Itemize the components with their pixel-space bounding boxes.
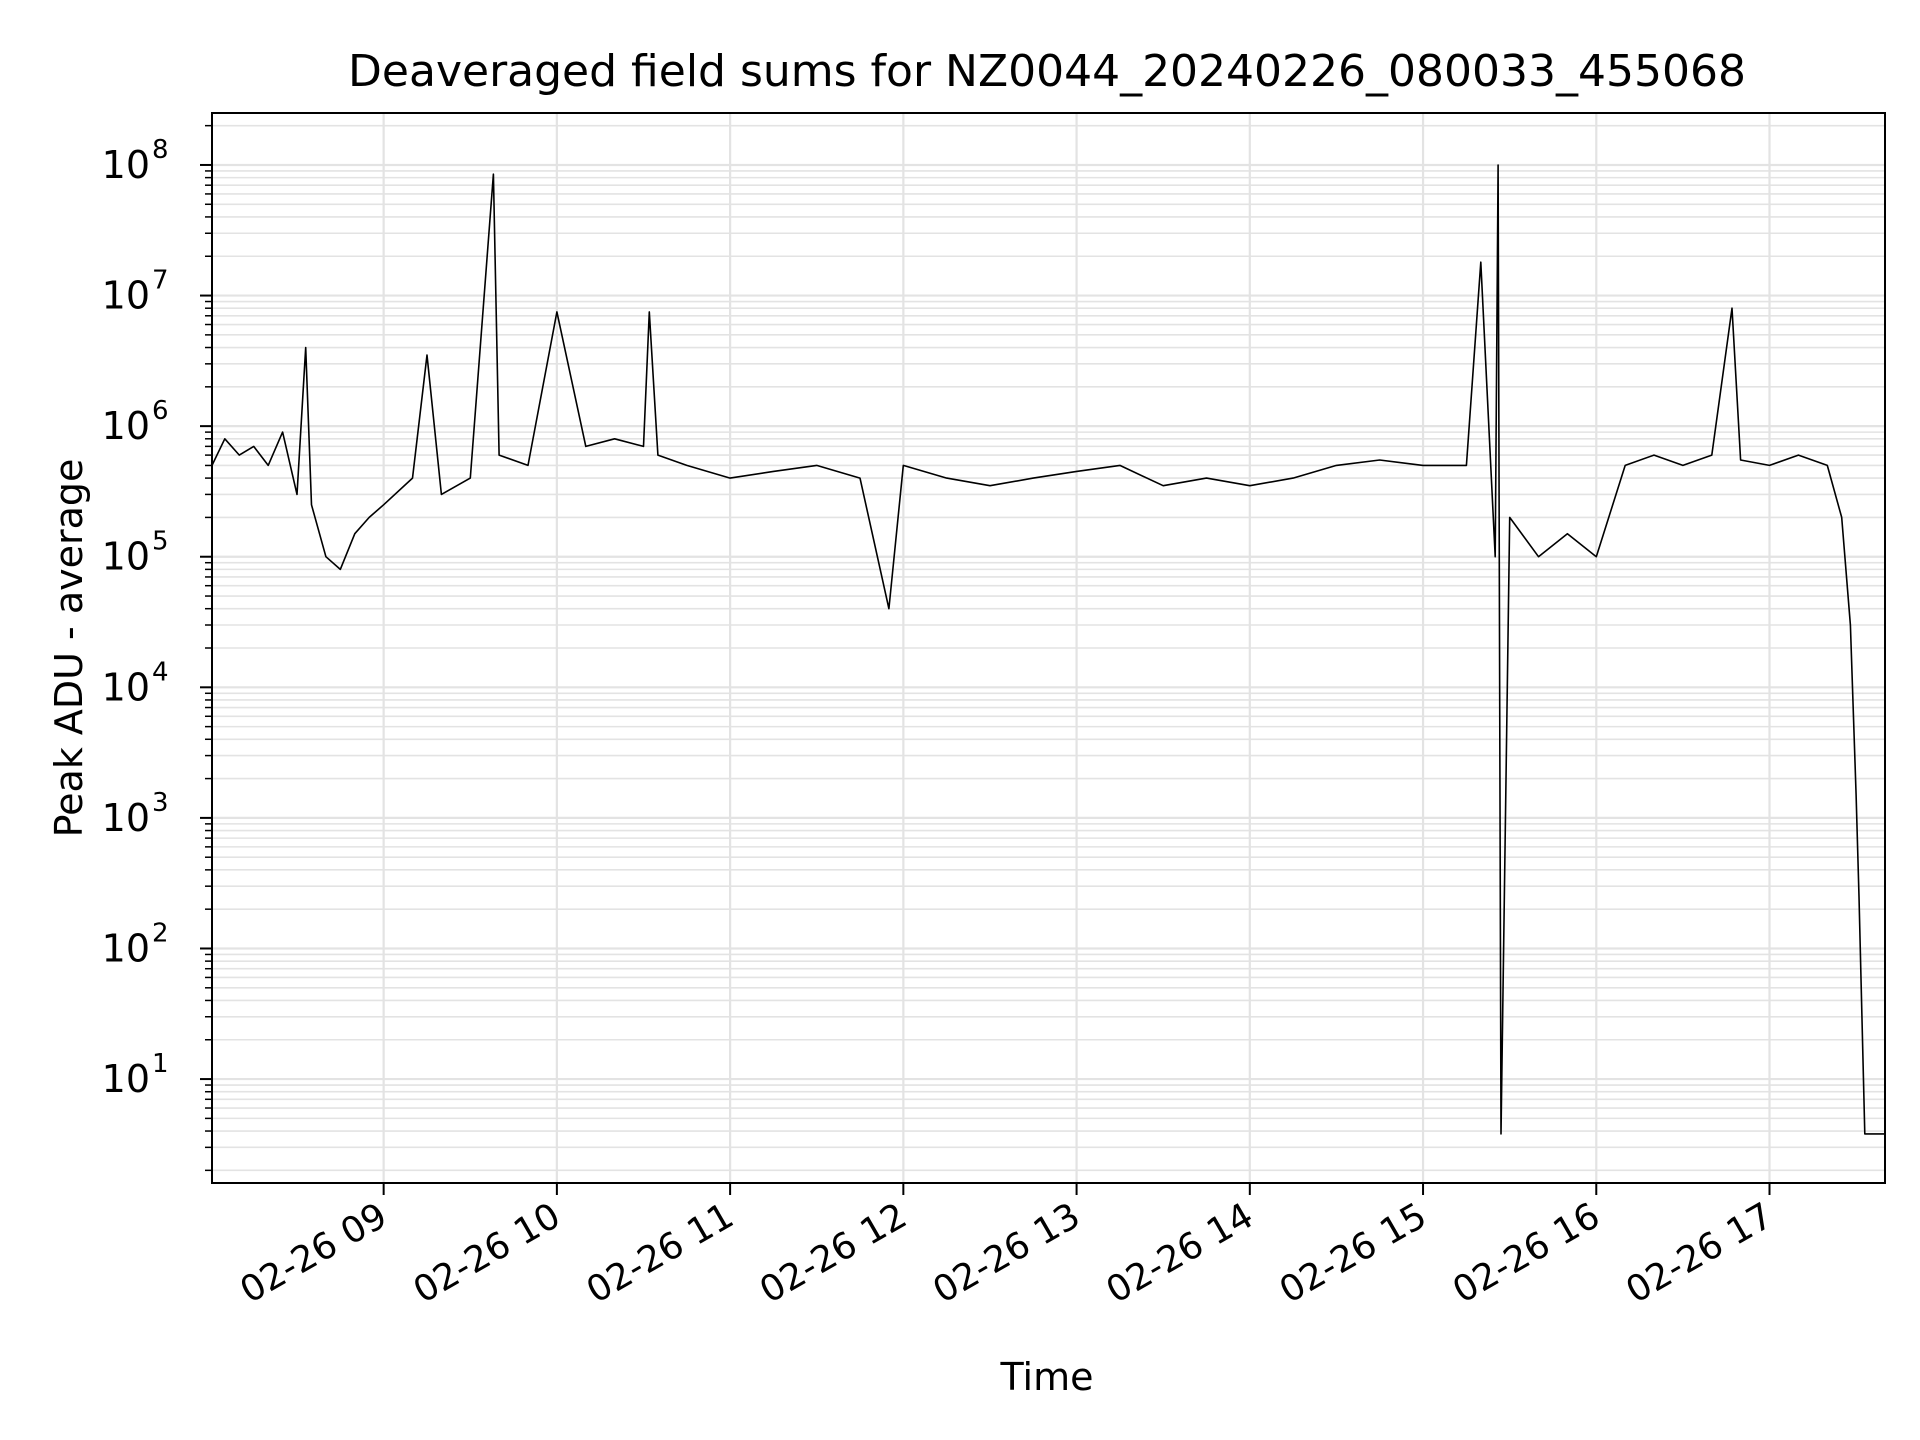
- y-tick-exponent: 3: [152, 788, 169, 818]
- chart-title: Deaveraged field sums for NZ0044_2024022…: [348, 46, 1746, 97]
- y-tick-exponent: 5: [152, 527, 169, 557]
- x-axis: 02-26 09 02-26 10 02-26 11 02-26 12 02-26 13…: [233, 1183, 1780, 1312]
- y-tick-label: 10 5: [102, 527, 169, 579]
- y-tick-base: 10: [102, 1057, 150, 1101]
- y-tick-exponent: 1: [152, 1049, 169, 1079]
- y-tick-base: 10: [102, 796, 150, 840]
- x-axis-label: Time: [1000, 1355, 1094, 1399]
- y-tick-label: 10 4: [102, 657, 169, 709]
- y-tick-base: 10: [102, 143, 150, 187]
- x-tick-label: 02-26 11: [580, 1195, 741, 1311]
- x-tick-label: 02-26 13: [926, 1195, 1087, 1311]
- x-tick-label: 02-26 15: [1273, 1195, 1434, 1311]
- series-layer: [211, 164, 1885, 1135]
- y-tick-label: 10 2: [102, 918, 169, 970]
- y-tick-base: 10: [102, 535, 150, 579]
- x-tick-label: 02-26 09: [233, 1195, 394, 1311]
- x-tick-label: 02-26 12: [753, 1195, 914, 1311]
- y-axis-label: Peak ADU - average: [47, 459, 91, 838]
- y-tick-exponent: 7: [152, 266, 169, 296]
- y-tick-label: 10 6: [102, 396, 169, 448]
- gridlines: [212, 113, 1885, 1183]
- series-line: [211, 164, 1885, 1135]
- y-tick-base: 10: [102, 926, 150, 970]
- x-tick-label: 02-26 14: [1100, 1195, 1261, 1311]
- y-tick-label: 10 8: [102, 135, 169, 187]
- y-tick-exponent: 6: [152, 396, 169, 426]
- y-tick-base: 10: [102, 665, 150, 709]
- y-tick-base: 10: [102, 404, 150, 448]
- y-tick-label: 10 1: [102, 1049, 169, 1101]
- y-tick-exponent: 2: [152, 918, 169, 948]
- y-tick-base: 10: [102, 274, 150, 318]
- x-tick-label: 02-26 17: [1619, 1195, 1780, 1311]
- y-tick-exponent: 8: [152, 135, 169, 165]
- x-tick-label: 02-26 10: [407, 1195, 568, 1311]
- y-tick-label: 10 3: [102, 788, 169, 840]
- x-tick-label: 02-26 16: [1446, 1195, 1607, 1311]
- y-tick-label: 10 7: [102, 266, 169, 318]
- y-tick-exponent: 4: [152, 657, 169, 687]
